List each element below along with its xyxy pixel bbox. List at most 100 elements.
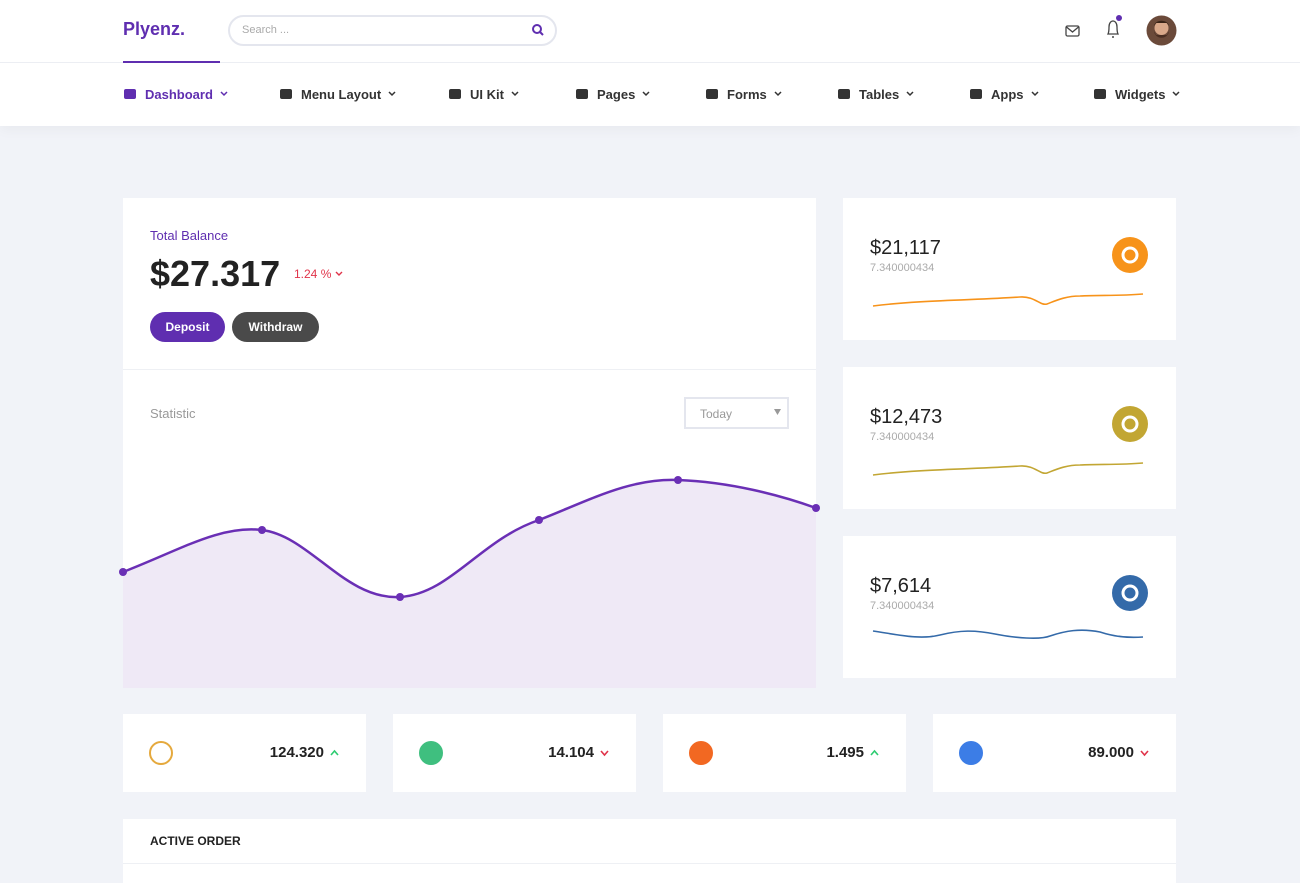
coin-card: $7,614 7.340000434 xyxy=(843,536,1176,678)
coin-sparkline xyxy=(872,462,1144,476)
nav-chevron xyxy=(388,91,396,97)
nav-item[interactable]: Menu Layout xyxy=(279,62,404,126)
ticker-value: 14.104 xyxy=(548,744,594,761)
balance-change: 1.24 % xyxy=(294,267,332,281)
nav-icon-shape xyxy=(970,89,982,99)
nav-icon-shape xyxy=(706,89,718,99)
ticker-card: 14.104 xyxy=(393,714,636,792)
period-select[interactable]: Today xyxy=(684,397,789,429)
ticker-card: 124.320 xyxy=(123,714,366,792)
order-divider xyxy=(123,863,1176,864)
chart-line xyxy=(122,478,817,599)
nav-icon xyxy=(838,89,850,99)
nav-item[interactable]: Dashboard xyxy=(123,62,236,126)
chevron-line xyxy=(906,91,914,97)
chevron-line xyxy=(774,91,782,97)
header-divider xyxy=(0,62,1300,63)
nav-item[interactable]: Pages xyxy=(575,62,658,126)
chevron-line xyxy=(1172,91,1180,97)
coin-graphics xyxy=(872,575,1148,639)
nav-item[interactable]: Forms xyxy=(705,62,790,126)
balance-title: Total Balance xyxy=(150,228,229,243)
ticker-value: 1.495 xyxy=(826,744,864,761)
coin-price: $21,117 xyxy=(870,237,941,259)
ticker-value: 124.320 xyxy=(269,744,324,761)
nav-chevron xyxy=(774,91,782,97)
avatar[interactable] xyxy=(1146,15,1177,46)
logo[interactable]: Plyenz. xyxy=(123,19,186,39)
coin-sub: 7.340000434 xyxy=(870,262,935,274)
deposit-button[interactable]: Deposit xyxy=(150,312,225,342)
statistic-title: Statistic xyxy=(150,406,196,421)
nav-icon-shape xyxy=(280,89,292,99)
nav-chevron xyxy=(1030,91,1039,97)
coin-sparkline xyxy=(872,629,1144,639)
search-placeholder: Search ... xyxy=(242,24,290,36)
ticker-card: 1.495 xyxy=(663,714,906,792)
nav-item[interactable]: Tables xyxy=(837,62,922,126)
coin-card: $12,473 7.340000434 xyxy=(843,367,1176,509)
trend-icon xyxy=(1140,750,1149,757)
coin-sub: 7.340000434 xyxy=(870,600,935,612)
chart-points xyxy=(119,476,820,601)
nav-label: Menu Layout xyxy=(301,86,382,102)
nav-label: UI Kit xyxy=(470,86,504,102)
nav-label: Dashboard xyxy=(145,86,213,102)
active-order-title: ACTIVE ORDER xyxy=(150,834,241,848)
coin-sparkline xyxy=(872,293,1144,307)
nav-item[interactable]: UI Kit xyxy=(448,62,527,126)
nav-item[interactable]: Widgets xyxy=(1093,62,1188,126)
bell-icon[interactable] xyxy=(1104,14,1124,40)
ticker-value: 89.000 xyxy=(1088,744,1134,761)
trend-icon xyxy=(330,749,339,756)
chart-area xyxy=(123,479,816,688)
select-arrow xyxy=(774,409,781,415)
nav-label: Widgets xyxy=(1115,86,1166,102)
coin-icon xyxy=(1112,575,1148,611)
change-down-icon xyxy=(335,271,343,276)
nav-chevron xyxy=(220,91,228,97)
ticker-graphics xyxy=(149,741,339,765)
ticker-icon xyxy=(149,741,173,765)
chevron-line xyxy=(388,91,396,97)
coin-graphics xyxy=(872,237,1148,307)
nav-icon-shape xyxy=(1094,89,1106,99)
nav-icon xyxy=(1094,89,1106,99)
nav-icon xyxy=(280,89,292,99)
nav-icon-shape xyxy=(838,89,850,99)
chevron-line xyxy=(220,91,228,97)
ticker-icon xyxy=(419,741,443,765)
coin-card: $21,117 7.340000434 xyxy=(843,198,1176,340)
nav-icon-shape xyxy=(576,89,588,99)
ticker-icon xyxy=(689,741,713,765)
chevron-line xyxy=(642,91,650,97)
nav-chevron xyxy=(511,91,519,97)
ticker-graphics xyxy=(689,741,879,765)
nav-icon xyxy=(706,89,718,99)
nav-item[interactable]: Apps xyxy=(969,62,1047,126)
search-icon[interactable] xyxy=(531,23,545,37)
ticker-icon xyxy=(959,741,983,765)
coin-price: $12,473 xyxy=(870,406,943,428)
coin-icon-glyph xyxy=(1121,246,1139,264)
mail-icon[interactable] xyxy=(1065,25,1081,38)
chevron-line xyxy=(511,91,519,97)
card-divider xyxy=(123,369,816,370)
withdraw-button[interactable]: Withdraw xyxy=(232,312,319,342)
active-order-card xyxy=(123,819,1176,883)
nav-icon-shape xyxy=(124,89,136,99)
nav-chevron xyxy=(1172,91,1180,97)
coin-price: $7,614 xyxy=(870,575,932,597)
coin-icon-glyph xyxy=(1121,584,1139,602)
nav-chevron xyxy=(642,91,650,97)
coin-icon xyxy=(1112,237,1148,273)
coin-sub: 7.340000434 xyxy=(870,431,935,443)
search-input[interactable]: Search ... xyxy=(228,15,557,46)
nav-label: Apps xyxy=(991,86,1024,102)
nav-label: Pages xyxy=(597,86,636,102)
nav-icon-shape xyxy=(449,89,461,99)
logo-underline xyxy=(123,61,220,63)
nav-label: Forms xyxy=(727,86,767,102)
